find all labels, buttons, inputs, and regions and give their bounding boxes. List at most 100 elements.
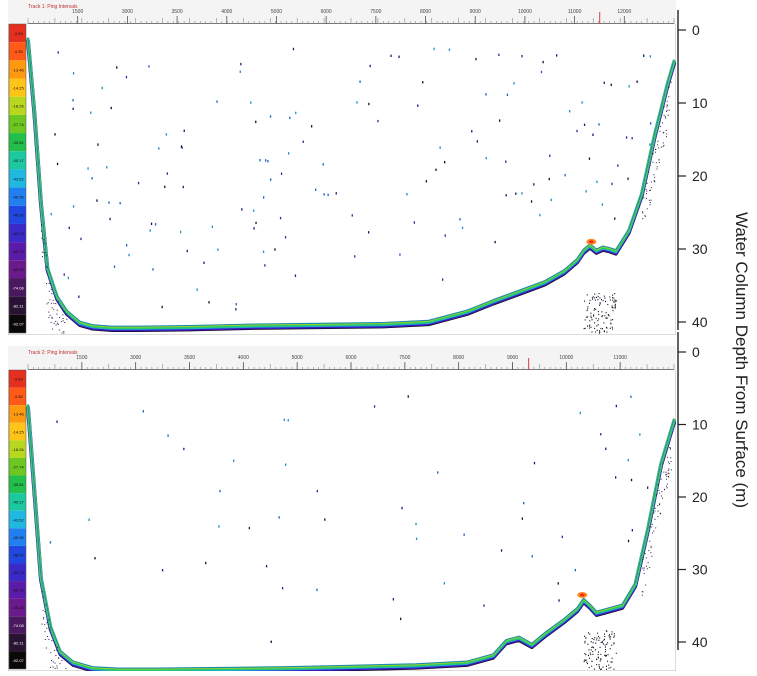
scatter-echo xyxy=(148,65,149,67)
scatter-echo xyxy=(240,71,241,73)
scatter-echo xyxy=(523,502,524,504)
color-scale-label: -14.25 xyxy=(12,85,24,90)
scatter-echo xyxy=(471,130,472,132)
sub-bottom-echo xyxy=(608,314,609,315)
sub-bottom-echo xyxy=(44,243,45,244)
scatter-echo xyxy=(532,555,533,557)
sub-bottom-echo xyxy=(613,637,614,638)
sub-bottom-echo xyxy=(666,474,667,475)
color-scale-label: -46.56 xyxy=(12,535,24,540)
x-tick-label: 6000 xyxy=(345,355,356,361)
scatter-echo xyxy=(167,172,168,174)
sub-bottom-echo xyxy=(47,303,48,304)
sub-bottom-echo xyxy=(604,634,605,635)
sub-bottom-echo xyxy=(45,252,46,253)
sub-bottom-echo xyxy=(645,216,646,217)
sub-bottom-echo xyxy=(63,320,64,321)
scatter-echo xyxy=(576,130,577,132)
x-tick-label: 4000 xyxy=(238,355,249,361)
scatter-echo xyxy=(580,412,581,414)
sub-bottom-echo xyxy=(606,312,607,313)
color-scale-label: -14.25 xyxy=(12,429,24,434)
scatter-echo xyxy=(650,122,651,124)
sub-bottom-echo xyxy=(606,666,607,667)
sub-bottom-echo xyxy=(53,309,54,310)
sub-bottom-echo xyxy=(60,663,61,664)
scatter-echo xyxy=(263,251,264,253)
color-scale-label: -74.08 xyxy=(12,623,24,628)
scatter-echo xyxy=(180,231,181,233)
sub-bottom-echo xyxy=(648,172,649,173)
sub-bottom-echo xyxy=(590,300,591,301)
sub-bottom-echo xyxy=(670,448,671,449)
sub-bottom-echo xyxy=(646,557,647,558)
scatter-echo xyxy=(416,538,417,540)
color-scale-label: -40.17 xyxy=(12,158,24,163)
sub-bottom-echo xyxy=(46,628,47,629)
scatter-echo xyxy=(551,199,552,201)
sub-bottom-echo xyxy=(667,101,668,102)
sub-bottom-echo xyxy=(600,659,601,660)
sub-bottom-echo xyxy=(51,293,52,294)
peak-echo xyxy=(589,240,594,243)
scatter-echo xyxy=(285,464,286,466)
sub-bottom-echo xyxy=(591,666,592,667)
color-scale-label: -13.46 xyxy=(12,412,24,417)
scatter-echo xyxy=(356,101,357,103)
scatter-echo xyxy=(51,213,52,215)
sub-bottom-echo xyxy=(56,324,57,325)
color-scale-label: -43.52 xyxy=(12,517,24,522)
scatter-echo xyxy=(279,516,280,518)
sub-bottom-echo xyxy=(594,308,595,309)
scatter-echo xyxy=(444,161,445,163)
color-scale-label: -3.93 xyxy=(13,31,23,36)
sub-bottom-echo xyxy=(63,333,64,334)
sub-bottom-echo xyxy=(654,177,655,178)
sub-bottom-echo xyxy=(58,324,59,325)
scatter-echo xyxy=(158,147,159,149)
sub-bottom-echo xyxy=(658,484,659,485)
sub-bottom-echo xyxy=(45,639,46,640)
scatter-echo xyxy=(393,598,394,600)
scatter-echo xyxy=(259,159,260,161)
color-scale-label: -40.17 xyxy=(12,500,24,505)
sub-bottom-echo xyxy=(651,547,652,548)
scatter-echo xyxy=(398,56,399,58)
sub-bottom-echo xyxy=(607,304,608,305)
scatter-echo xyxy=(265,159,266,161)
sub-bottom-echo xyxy=(592,638,593,639)
scatter-echo xyxy=(96,199,97,201)
sub-bottom-echo xyxy=(591,641,592,642)
sub-bottom-echo xyxy=(53,303,54,304)
scatter-echo xyxy=(400,618,401,620)
scatter-echo xyxy=(483,604,484,606)
sub-bottom-echo xyxy=(667,487,668,488)
scatter-echo xyxy=(324,193,325,195)
sub-bottom-echo xyxy=(593,296,594,297)
x-tick-label: 12000 xyxy=(617,9,631,15)
sub-bottom-echo xyxy=(57,310,58,311)
sub-bottom-echo xyxy=(53,661,54,662)
scatter-echo xyxy=(155,223,156,225)
x-tick-label: 3000 xyxy=(122,9,133,15)
sub-bottom-echo xyxy=(612,662,613,663)
scatter-echo xyxy=(288,419,289,421)
scatter-echo xyxy=(280,217,281,219)
scatter-echo xyxy=(270,115,271,117)
sub-bottom-echo xyxy=(44,611,45,612)
sub-bottom-echo xyxy=(642,568,643,569)
sub-bottom-echo xyxy=(590,316,591,317)
sub-bottom-echo xyxy=(62,314,63,315)
scatter-echo xyxy=(295,112,296,114)
sub-bottom-echo xyxy=(603,643,604,644)
scatter-echo xyxy=(445,234,446,236)
sub-bottom-echo xyxy=(601,669,602,670)
color-scale-label: -65.25 xyxy=(12,605,24,610)
sub-bottom-echo xyxy=(642,213,643,214)
scatter-echo xyxy=(212,226,213,228)
sub-bottom-echo xyxy=(613,310,614,311)
color-scale-label: -18.26 xyxy=(12,447,24,452)
sub-bottom-echo xyxy=(669,86,670,87)
scatter-echo xyxy=(303,141,304,143)
sub-bottom-echo xyxy=(653,174,654,175)
